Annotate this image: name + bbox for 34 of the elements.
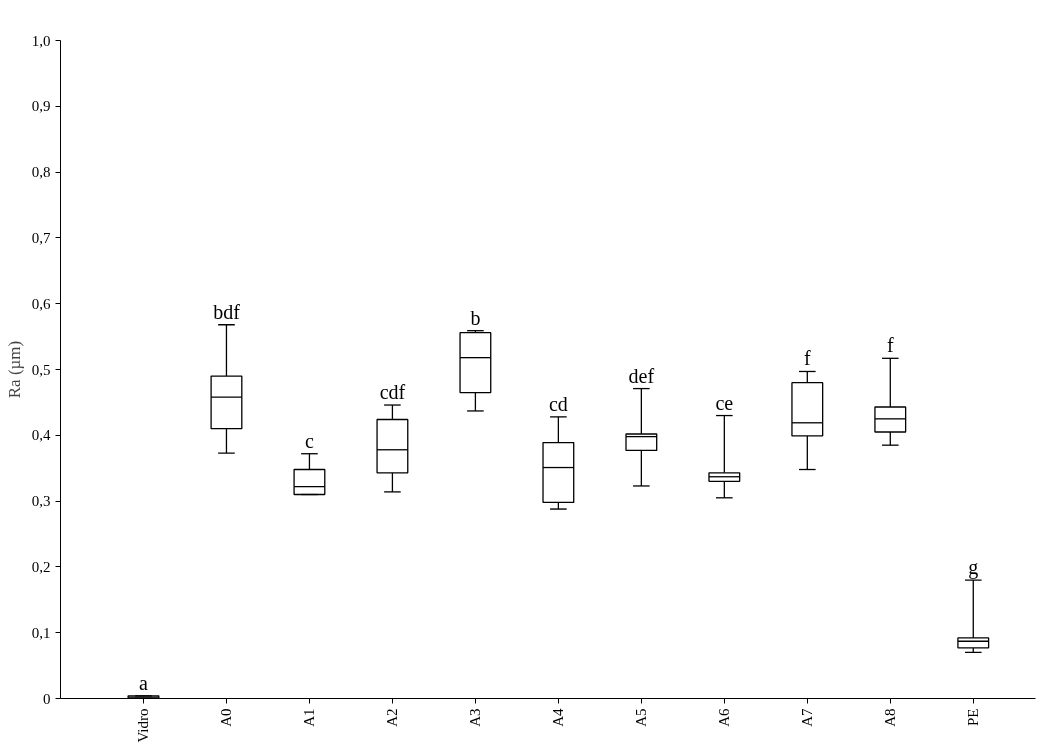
x-tick-label: A1: [301, 708, 318, 727]
annotation: g: [968, 556, 979, 580]
x-tick-label: A6: [716, 708, 733, 727]
annotation: cdf: [379, 381, 406, 404]
y-tick-label: 0: [43, 690, 51, 707]
y-tick-label: 0,8: [31, 164, 51, 181]
x-tick-label: A5: [633, 708, 650, 727]
x-tick-label: A3: [467, 708, 484, 727]
x-tick-label: A0: [218, 708, 235, 727]
y-tick-label: 0,6: [31, 295, 51, 312]
annotation: c: [305, 429, 314, 452]
annotation: f: [886, 334, 894, 357]
x-tick-label: Vidro: [135, 708, 152, 743]
annotation: cd: [548, 392, 568, 415]
x-tick-label: A7: [799, 708, 816, 727]
annotation: bdf: [213, 300, 241, 323]
y-tick-label: 0,5: [31, 361, 51, 378]
annotation: ce: [715, 391, 734, 414]
y-tick-label: 0,1: [31, 624, 51, 641]
x-tick-label: A2: [384, 708, 401, 727]
x-tick-label: PE: [965, 708, 982, 726]
y-tick-label: 0,7: [31, 229, 51, 246]
annotation: b: [470, 306, 481, 329]
y-tick-label: 0,3: [31, 493, 51, 510]
y-tick-label: 1,0: [31, 32, 51, 49]
y-tick-label: 0,9: [31, 98, 51, 115]
y-tick-label: 0,2: [31, 558, 51, 575]
x-tick-label: A4: [550, 708, 567, 727]
y-axis-title: Ra (µm): [4, 340, 24, 399]
annotation: a: [139, 671, 149, 694]
x-tick-label: A8: [882, 708, 899, 727]
annotation: f: [803, 347, 811, 370]
y-tick-label: 0,4: [31, 427, 51, 444]
annotation: def: [628, 364, 655, 387]
